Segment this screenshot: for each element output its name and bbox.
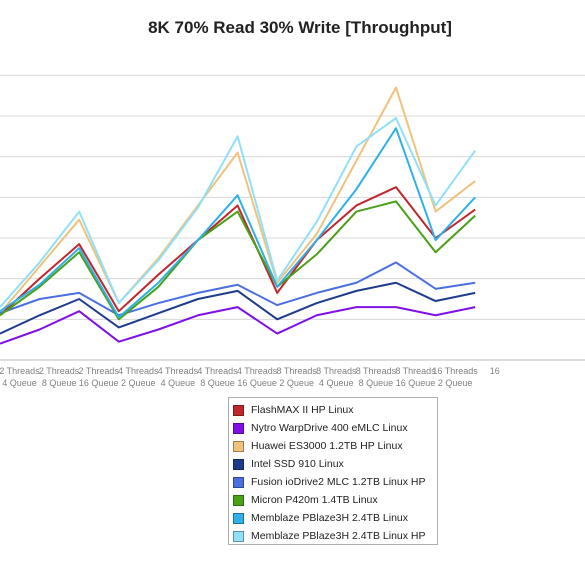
legend-label: Micron P420m 1.4TB Linux [251,494,378,506]
x-tick-label: 2 Threads [0,366,40,376]
legend-swatch [233,440,244,452]
legend-item: Intel SSD 910 Linux [233,455,437,473]
x-tick-label: 4 Threads [158,366,199,376]
x-tick-label: 8 Queue [359,378,394,388]
x-tick-label: 4 Queue [319,378,354,388]
legend-label: Huawei ES3000 1.2TB HP Linux [251,440,403,452]
x-tick-label: 4 Threads [237,366,278,376]
legend-swatch [233,512,244,524]
legend-label: Memblaze PBlaze3H 2.4TB Linux [251,512,408,524]
x-tick-label: 8 Threads [395,366,436,376]
legend-item: Huawei ES3000 1.2TB HP Linux [233,437,437,455]
series-line-6 [0,127,476,319]
x-tick-label: 2 Queue [438,378,473,388]
legend-item: Nytro WarpDrive 400 eMLC Linux [233,419,437,437]
legend-swatch [233,422,244,434]
x-tick-label: 2 Threads [39,366,80,376]
series-line-4 [0,261,476,317]
x-tick-label: 16 Queue [237,378,277,388]
legend-swatch [233,476,244,488]
legend-swatch [233,458,244,470]
x-tick-label: 2 Threads [79,366,120,376]
series-line-1 [0,306,476,345]
legend-item: Memblaze PBlaze3H 2.4TB Linux HP [233,527,437,545]
legend-label: FlashMAX II HP Linux [251,404,354,416]
legend-swatch [233,530,244,542]
legend-item: Fusion ioDrive2 MLC 1.2TB Linux HP [233,473,437,491]
series-lines [0,86,477,345]
legend-item: Memblaze PBlaze3H 2.4TB Linux [233,509,437,527]
x-tick-label: 16 Threads [432,366,478,376]
x-tick-label: 4 Queue [161,378,196,388]
series-line-3 [0,281,476,335]
legend-swatch [233,404,244,416]
chart-legend: FlashMAX II HP Linux Nytro WarpDrive 400 … [228,397,438,545]
x-tick-label: 4 Threads [118,366,159,376]
legend-label: Fusion ioDrive2 MLC 1.2TB Linux HP [251,476,426,488]
legend-label: Nytro WarpDrive 400 eMLC Linux [251,422,408,434]
x-tick-label: 2 Queue [121,378,156,388]
x-tick-label: 16 Queue [79,378,119,388]
legend-swatch [233,494,244,506]
series-line-0 [0,186,476,317]
legend-label: Memblaze PBlaze3H 2.4TB Linux HP [251,530,426,542]
x-tick-label: 2 Queue [279,378,314,388]
chart-title: 8K 70% Read 30% Write [Throughput] [148,18,452,37]
x-tick-label: 16 Queue [396,378,436,388]
x-tick-label: 4 Threads [197,366,238,376]
series-line-5 [0,200,476,321]
legend-item: Micron P420m 1.4TB Linux [233,491,437,509]
legend-item: FlashMAX II HP Linux [233,401,437,419]
grid-lines [0,74,585,361]
x-tick-label: 8 Threads [277,366,318,376]
series-line-2 [0,86,476,314]
series-line-7 [0,117,477,308]
x-tick-label: 8 Queue [200,378,235,388]
x-tick-label: 8 Threads [356,366,397,376]
x-tick-label: 16 [490,366,500,376]
x-tick-label: 8 Threads [316,366,357,376]
x-tick-label: 4 Queue [2,378,37,388]
legend-label: Intel SSD 910 Linux [251,458,344,470]
x-tick-label: 8 Queue [42,378,77,388]
